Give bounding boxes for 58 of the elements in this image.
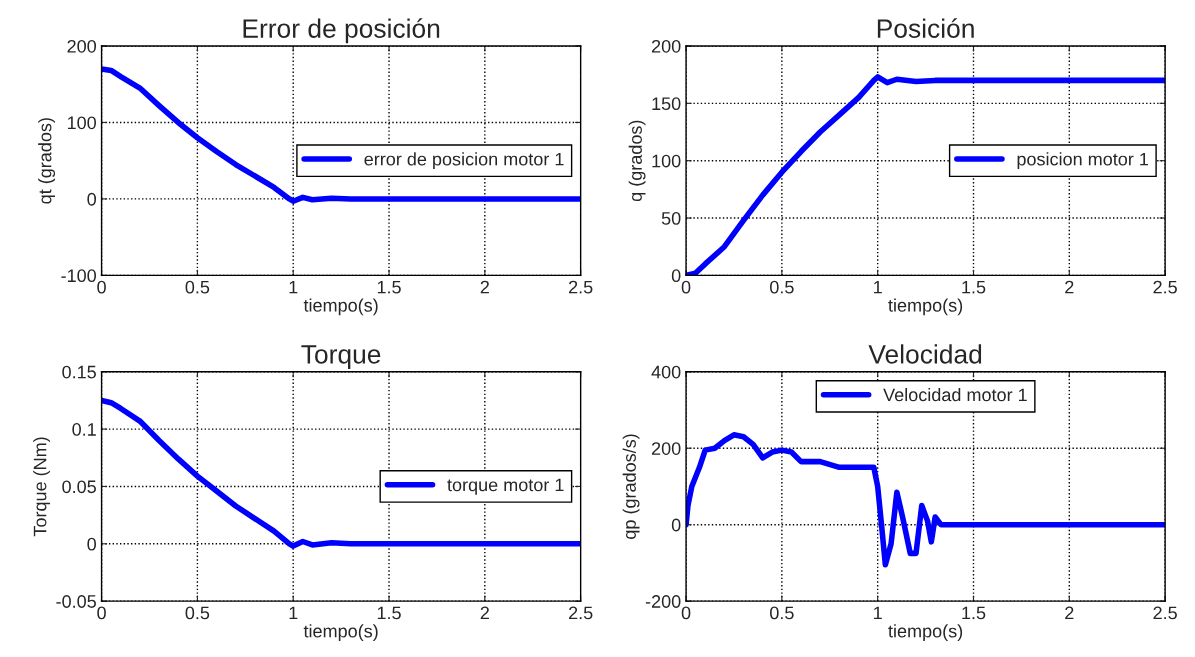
chart-title: Velocidad <box>868 344 982 364</box>
legend-label: torque motor 1 <box>447 478 564 495</box>
x-tick-label: 0.5 <box>770 606 794 620</box>
y-tick-label: 400 <box>651 365 681 379</box>
x-tick-label: 2.5 <box>569 280 593 294</box>
x-axis-title: tiempo(s) <box>888 624 963 642</box>
x-tick-label: 0 <box>681 280 691 294</box>
y-tick-label: -100 <box>61 269 97 283</box>
y-axis-title: qt (grados) <box>38 118 56 204</box>
y-axis-title: Torque (Nm) <box>33 437 51 537</box>
y-tick-label: 0.15 <box>62 365 96 379</box>
chart-title: Torque <box>301 345 381 369</box>
x-tick-label: 1 <box>289 606 298 620</box>
y-tick-label: 0 <box>87 192 97 206</box>
x-tick-label: 0.5 <box>185 280 210 294</box>
y-axis-title: qp (grados/s) <box>622 434 640 539</box>
x-tick-label: 0.5 <box>770 280 794 294</box>
x-axis-title: tiempo(s) <box>303 298 378 316</box>
y-tick-label: 0 <box>671 269 681 283</box>
x-tick-label: 1.5 <box>962 280 986 294</box>
chart-title: Posición <box>877 18 974 38</box>
legend-label: posicion motor 1 <box>1017 152 1148 170</box>
y-tick-label: 150 <box>652 97 681 111</box>
y-tick-label: 200 <box>651 39 681 53</box>
x-tick-label: 0 <box>681 606 691 620</box>
y-tick-label: 0.05 <box>62 480 96 494</box>
y-tick-label: -200 <box>645 595 681 608</box>
x-tick-label: 2.5 <box>1153 606 1177 620</box>
x-tick-label: 2 <box>1065 280 1074 294</box>
chart-title: Error de posición <box>243 18 440 44</box>
y-tick-label: 0.1 <box>72 423 96 436</box>
legend-label: Velocidad motor 1 <box>883 388 1027 402</box>
x-tick-label: 2 <box>1065 606 1074 620</box>
x-tick-label: 2 <box>480 606 489 620</box>
x-tick-label: 0 <box>97 280 106 294</box>
y-tick-label: 100 <box>652 154 681 168</box>
x-tick-label: 0 <box>97 606 106 620</box>
x-tick-label: 1.5 <box>377 606 401 620</box>
y-tick-label: 200 <box>67 39 97 53</box>
x-tick-label: 2.5 <box>1153 280 1177 294</box>
x-tick-label: 0.5 <box>185 606 210 620</box>
x-tick-label: 1 <box>874 606 882 620</box>
y-tick-label: 200 <box>651 442 681 455</box>
y-tick-label: 50 <box>661 211 681 225</box>
legend-label: error de posicion motor 1 <box>364 152 564 170</box>
x-tick-label: 1 <box>289 280 298 294</box>
x-tick-label: 1.5 <box>377 280 401 294</box>
x-tick-label: 2.5 <box>569 606 593 620</box>
y-tick-label: 100 <box>67 116 97 130</box>
x-tick-label: 1 <box>874 280 882 294</box>
y-axis-title: q (grados) <box>628 120 646 202</box>
x-axis-title: tiempo(s) <box>303 624 378 642</box>
y-tick-label: 0 <box>671 518 681 532</box>
x-tick-label: 2 <box>480 280 489 294</box>
y-tick-label: -0.05 <box>56 595 96 608</box>
x-tick-label: 1.5 <box>962 606 986 620</box>
y-tick-label: 0 <box>87 537 97 551</box>
x-axis-title: tiempo(s) <box>888 298 963 316</box>
